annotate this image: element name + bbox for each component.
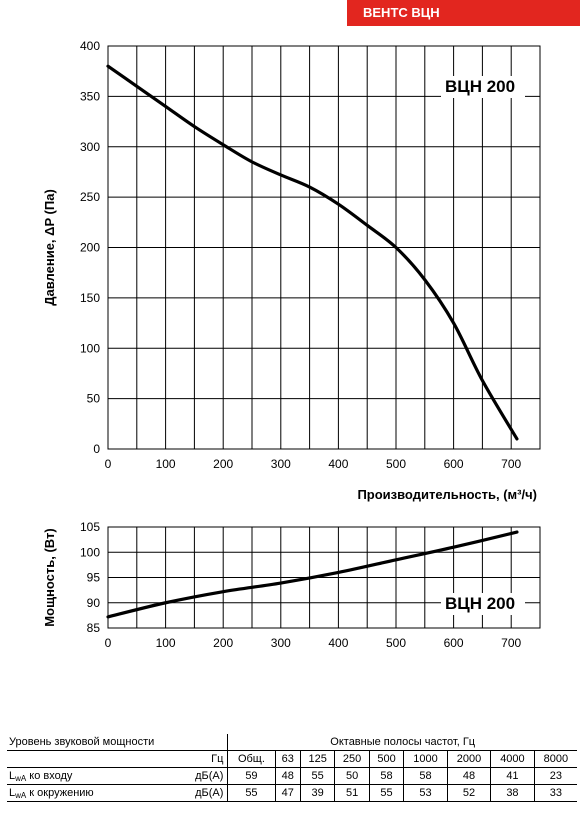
charts-canvas: 0 50 100 150 200 250 300 350 400 0 100 200 300 400 500… — [42, 39, 541, 650]
col-header: 250 — [334, 750, 370, 768]
x-tick-label: 400 — [328, 457, 348, 471]
col-header: 500 — [369, 750, 405, 768]
x-tick-label: 500 — [386, 636, 406, 650]
x-tick-label: 100 — [156, 636, 176, 650]
x-tick-label: 600 — [444, 457, 464, 471]
y-tick-label: 90 — [87, 596, 101, 610]
sound-power-table: Уровень звуковой мощности Октавные полос… — [7, 734, 577, 802]
y-tick-label: 85 — [87, 621, 101, 635]
col-header: 125 — [300, 750, 336, 768]
table-cell: 55 — [369, 784, 405, 802]
table-cell: 47 — [275, 784, 301, 802]
x-tick-label: 700 — [501, 457, 521, 471]
x-tick-label: 700 — [501, 636, 521, 650]
table-cell: 53 — [403, 784, 448, 802]
col-header: 63 — [275, 750, 301, 768]
table-cell: 55 — [300, 767, 336, 785]
plot-frame — [107, 45, 541, 450]
table-cell: 51 — [334, 784, 370, 802]
brand-banner: ВЕНТС ВЦН — [347, 0, 580, 26]
table-cell: 50 — [334, 767, 370, 785]
model-label: ВЦН 200 — [445, 594, 515, 613]
table-cell: 41 — [490, 767, 535, 785]
table-row: LwA к окружению дБ(А) 55 47 39 51 55 53 … — [7, 784, 577, 802]
model-label: ВЦН 200 — [445, 77, 515, 96]
row-unit: дБ(А) — [165, 784, 229, 802]
x-tick-label: 500 — [386, 457, 406, 471]
y-tick-label: 350 — [80, 89, 100, 103]
y-tick-label: 150 — [80, 291, 100, 305]
y-axis-label: Мощность, (Вт) — [42, 528, 57, 626]
x-tick-label: 600 — [444, 636, 464, 650]
table-cell: 38 — [490, 784, 535, 802]
row-label: LwA ко входу — [7, 767, 166, 785]
table-cell: 55 — [227, 784, 276, 802]
table-cell: 59 — [227, 767, 276, 785]
x-tick-label: 300 — [271, 636, 291, 650]
x-tick-label: 0 — [105, 457, 112, 471]
table-cell: 48 — [447, 767, 492, 785]
table-cell: 33 — [534, 784, 577, 802]
pressure-chart: 0 50 100 150 200 250 300 350 400 0 100 200 300 400 500… — [42, 39, 541, 502]
unit-header: Гц — [165, 750, 229, 768]
model-label-bg — [441, 76, 525, 98]
x-tick-label: 300 — [271, 457, 291, 471]
table-cell: 23 — [534, 767, 577, 785]
y-tick-label: 200 — [80, 241, 100, 255]
col-header: 4000 — [490, 750, 535, 768]
y-tick-label: 100 — [80, 341, 100, 355]
plot-frame — [107, 526, 541, 629]
series-line — [106, 64, 519, 441]
y-axis-label: Давление, ΔP (Па) — [42, 189, 57, 306]
table-cell: 48 — [275, 767, 301, 785]
y-tick-label: 50 — [87, 392, 101, 406]
x-tick-label: 400 — [328, 636, 348, 650]
table-cell: 52 — [447, 784, 492, 802]
table-cell: 39 — [300, 784, 336, 802]
x-tick-label: 100 — [156, 457, 176, 471]
x-axis-label: Производительность, (м³/ч) — [357, 487, 537, 502]
table-row: LwA ко входу дБ(А) 59 48 55 50 58 58 48 … — [7, 767, 577, 785]
x-tick-label: 0 — [105, 636, 112, 650]
x-tick-label: 200 — [213, 636, 233, 650]
table-cell: 58 — [403, 767, 448, 785]
col-header: Общ. — [227, 750, 276, 768]
power-chart: 85 90 95 100 105 0 100 200 300 400 500 600 700 Мощнос… — [42, 520, 541, 650]
table-title: Уровень звуковой мощности — [7, 734, 229, 751]
y-tick-label: 0 — [93, 442, 100, 456]
model-label-bg — [441, 593, 525, 615]
y-tick-label: 400 — [80, 39, 100, 53]
col-header: 8000 — [534, 750, 577, 768]
y-tick-label: 250 — [80, 190, 100, 204]
y-tick-label: 300 — [80, 140, 100, 154]
x-tick-label: 200 — [213, 457, 233, 471]
row-unit: дБ(А) — [165, 767, 229, 785]
table-header-row: Гц Общ. 63 125 250 500 1000 2000 4000 80… — [7, 750, 577, 768]
y-tick-label: 100 — [80, 545, 100, 559]
y-tick-label: 105 — [80, 520, 100, 534]
series-line — [106, 530, 519, 619]
row-label: LwA к окружению — [7, 784, 166, 802]
table-cell: 58 — [369, 767, 405, 785]
table-bands-title: Октавные полосы частот, Гц — [227, 734, 577, 751]
col-header: 2000 — [447, 750, 492, 768]
col-header: 1000 — [403, 750, 448, 768]
y-tick-label: 95 — [87, 571, 101, 585]
